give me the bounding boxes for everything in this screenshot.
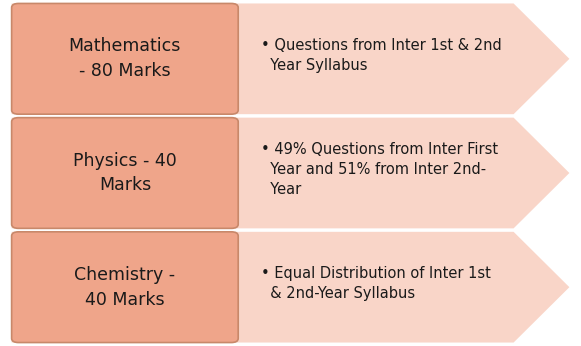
Polygon shape [12,232,569,343]
Polygon shape [12,3,569,114]
Text: Mathematics
- 80 Marks: Mathematics - 80 Marks [69,37,181,80]
FancyBboxPatch shape [12,118,238,228]
Text: • 49% Questions from Inter First
  Year and 51% from Inter 2nd-
  Year: • 49% Questions from Inter First Year an… [261,142,498,198]
Text: Chemistry -
40 Marks: Chemistry - 40 Marks [74,266,175,309]
Text: • Questions from Inter 1st & 2nd
  Year Syllabus: • Questions from Inter 1st & 2nd Year Sy… [261,38,502,73]
Text: Physics - 40
Marks: Physics - 40 Marks [73,152,177,194]
FancyBboxPatch shape [12,3,238,114]
Polygon shape [12,118,569,228]
Text: • Equal Distribution of Inter 1st
  & 2nd-Year Syllabus: • Equal Distribution of Inter 1st & 2nd-… [261,266,492,301]
FancyBboxPatch shape [12,232,238,343]
